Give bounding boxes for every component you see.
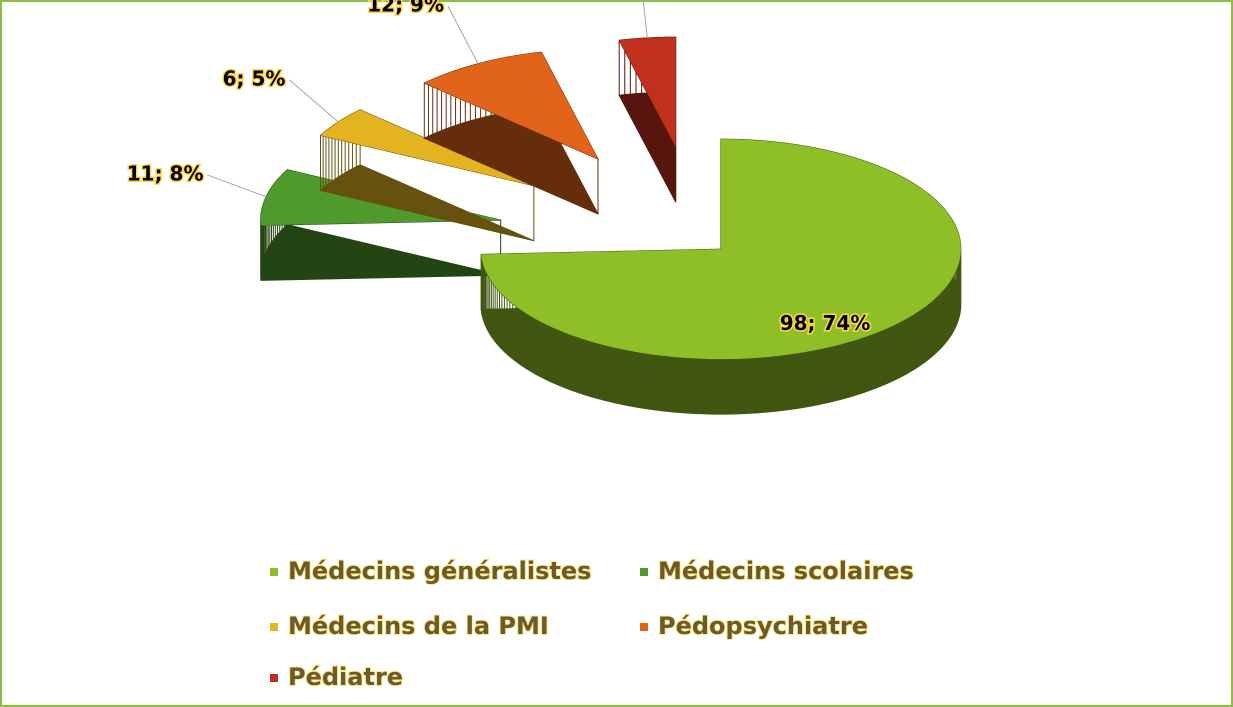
legend-label: Pédiatre (288, 663, 403, 691)
legend-swatch (270, 674, 278, 682)
data-label: 6; 5% (223, 67, 286, 91)
slice (424, 52, 598, 160)
leader-line (642, 0, 648, 38)
legend-label: Médecins généralistes (288, 557, 591, 585)
leader-line (289, 79, 339, 123)
leader-line (207, 174, 267, 198)
legend-swatch (270, 623, 278, 631)
slice (619, 37, 676, 148)
data-label: 98; 74% (780, 311, 871, 335)
legend-swatch (640, 568, 648, 576)
slice (481, 139, 961, 360)
legend-swatch (640, 623, 648, 631)
legend-swatch (270, 568, 278, 576)
legend-label: Pédopsychiatre (658, 612, 868, 640)
data-label: 11; 8% (127, 162, 204, 186)
legend-label: Médecins scolaires (658, 557, 914, 585)
slice (320, 109, 534, 186)
leader-line (447, 5, 479, 64)
legend-label: Médecins de la PMI (288, 612, 549, 640)
data-label: 12; 9% (367, 0, 444, 17)
